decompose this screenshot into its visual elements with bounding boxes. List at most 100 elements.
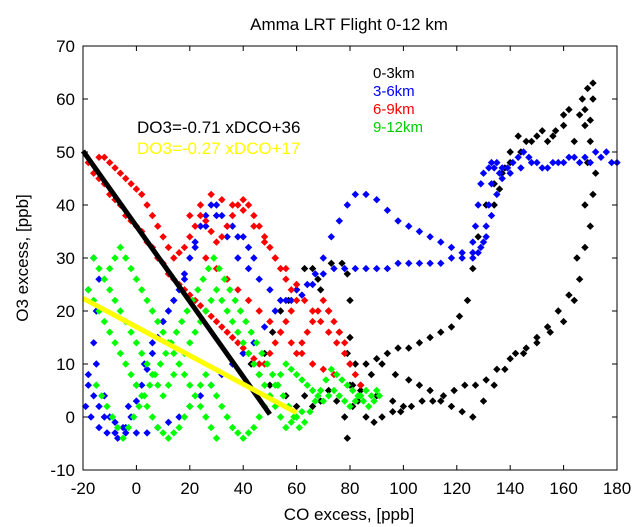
data-point xyxy=(210,254,218,262)
data-point xyxy=(493,365,501,374)
data-point xyxy=(362,264,370,273)
data-point xyxy=(316,317,325,326)
data-point xyxy=(95,153,103,162)
data-point xyxy=(132,275,141,283)
data-point xyxy=(159,233,167,241)
data-point xyxy=(218,211,226,220)
data-point xyxy=(100,413,109,421)
data-point xyxy=(327,365,336,374)
data-point xyxy=(316,386,325,395)
data-point xyxy=(348,381,357,389)
data-point xyxy=(140,392,149,400)
data-point xyxy=(172,328,181,336)
data-point xyxy=(170,370,178,379)
data-point xyxy=(239,195,247,204)
data-point xyxy=(487,180,496,188)
data-point xyxy=(260,233,269,241)
data-point xyxy=(573,254,581,262)
data-point xyxy=(146,381,154,389)
data-point xyxy=(415,381,424,389)
data-point xyxy=(340,339,349,347)
data-point xyxy=(356,381,365,389)
data-point xyxy=(196,211,205,220)
data-point xyxy=(514,132,522,140)
data-point xyxy=(175,423,183,432)
data-point xyxy=(319,254,328,262)
data-point xyxy=(324,307,333,315)
y-tick-label: 0 xyxy=(66,408,75,427)
data-point xyxy=(506,354,514,363)
data-point xyxy=(346,402,354,411)
data-point xyxy=(103,402,111,411)
data-point xyxy=(194,286,202,294)
data-point xyxy=(287,418,295,427)
y-tick-label: 40 xyxy=(56,196,75,215)
data-point xyxy=(517,164,525,172)
data-point xyxy=(244,264,253,273)
fit-line-0 xyxy=(80,149,272,416)
data-point xyxy=(439,392,448,400)
data-point xyxy=(276,370,285,379)
data-point xyxy=(471,381,480,389)
data-point xyxy=(362,386,370,395)
data-point xyxy=(226,286,234,294)
data-point xyxy=(292,402,301,411)
data-point xyxy=(260,323,269,331)
data-point xyxy=(111,296,119,305)
series-3-6km xyxy=(81,148,621,442)
data-point xyxy=(196,201,205,209)
data-point xyxy=(282,360,290,368)
data-point xyxy=(581,121,589,130)
data-point xyxy=(234,254,242,262)
data-point xyxy=(367,392,376,400)
data-point xyxy=(170,429,178,437)
data-point xyxy=(223,233,231,241)
fit-equation-1: DO3=-0.27 xDCO+17 xyxy=(137,139,300,158)
data-point xyxy=(447,243,456,252)
data-point xyxy=(220,275,229,283)
data-point xyxy=(116,307,125,315)
data-point xyxy=(591,169,600,177)
x-tick-label: 140 xyxy=(496,479,524,498)
data-point xyxy=(319,270,328,278)
data-point xyxy=(351,397,360,405)
data-point xyxy=(212,286,221,294)
data-point xyxy=(111,164,119,172)
data-point xyxy=(394,259,402,268)
data-point xyxy=(186,402,194,411)
data-point xyxy=(372,386,381,395)
x-tick-label: 100 xyxy=(389,479,417,498)
data-point xyxy=(319,397,328,405)
data-point xyxy=(202,254,210,262)
data-point xyxy=(330,264,338,273)
data-point xyxy=(575,158,584,167)
data-point xyxy=(234,286,242,294)
data-point xyxy=(151,370,159,379)
data-point xyxy=(154,222,162,230)
data-point xyxy=(319,365,328,374)
data-point xyxy=(132,397,141,405)
data-point xyxy=(364,402,373,411)
data-point xyxy=(111,339,119,347)
data-point xyxy=(159,392,167,400)
data-point xyxy=(418,397,426,405)
x-tick-label: 160 xyxy=(549,479,577,498)
data-point xyxy=(95,423,103,432)
data-point xyxy=(370,397,378,405)
data-point xyxy=(455,312,464,321)
data-point xyxy=(228,317,237,326)
data-point xyxy=(311,397,319,405)
data-point xyxy=(116,169,125,177)
data-point xyxy=(100,317,109,326)
data-point xyxy=(255,222,263,230)
data-point xyxy=(223,307,231,315)
fit-equations: DO3=-0.71 xDCO+36 DO3=-0.27 xDCO+17 xyxy=(137,118,300,158)
data-point xyxy=(362,190,370,199)
data-point xyxy=(589,95,597,103)
x-axis-label: CO excess, [ppb] xyxy=(284,505,414,524)
data-point xyxy=(490,381,498,389)
data-point xyxy=(437,259,445,268)
data-point xyxy=(340,264,349,273)
data-point xyxy=(482,222,490,230)
data-point xyxy=(282,296,290,305)
